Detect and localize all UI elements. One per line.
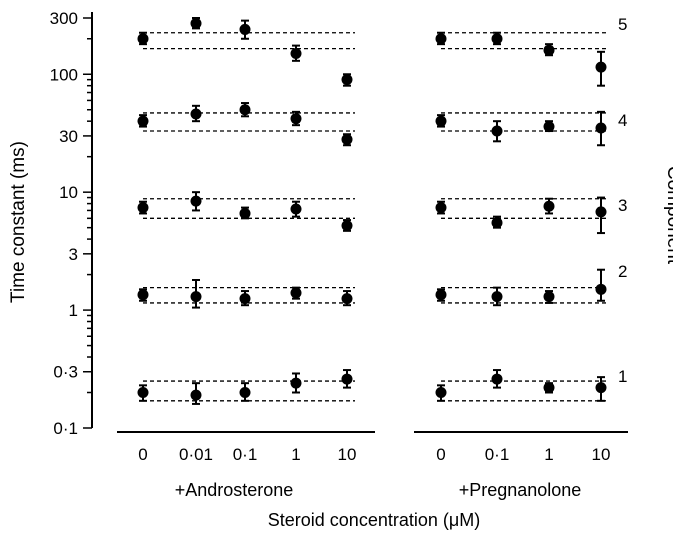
data-point <box>543 44 555 56</box>
y-tick-label: 30 <box>59 127 78 146</box>
y-tick-label: 0·3 <box>53 363 78 382</box>
reference-bands <box>143 32 608 402</box>
data-point <box>595 283 607 295</box>
y-tick-label: 1 <box>69 301 78 320</box>
panel-label-pregnanolone: +Pregnanolone <box>459 480 582 500</box>
data-point <box>491 291 503 303</box>
data-point <box>137 387 149 399</box>
data-point <box>137 289 149 301</box>
data-point <box>190 389 202 401</box>
data-point <box>341 220 353 232</box>
x-tick-label: 1 <box>291 445 300 464</box>
component-axis-title: Component <box>663 166 673 265</box>
data-point <box>595 61 607 73</box>
y-tick-label: 300 <box>50 9 78 28</box>
x-tick-label: 0·1 <box>485 445 510 464</box>
component-label: 2 <box>618 262 627 281</box>
data-point <box>491 217 503 229</box>
x-tick-label: 0 <box>436 445 445 464</box>
data-point <box>491 33 503 45</box>
data-point <box>290 287 302 299</box>
data-point <box>190 108 202 120</box>
data-point <box>435 115 447 127</box>
panel-label-androsterone: +Androsterone <box>175 480 294 500</box>
data-point <box>190 291 202 303</box>
data-point <box>239 387 251 399</box>
y-tick-label: 0·1 <box>53 419 78 438</box>
data-point <box>491 125 503 137</box>
data-point <box>239 293 251 305</box>
x-tick-label: 10 <box>338 445 357 464</box>
axis-labels: Time constant (ms) Steroid concentration… <box>8 141 673 530</box>
x-axis-title: Steroid concentration (μM) <box>268 510 480 530</box>
y-axis-title: Time constant (ms) <box>8 141 29 303</box>
data-point <box>290 113 302 125</box>
component-label: 5 <box>618 15 627 34</box>
data-point <box>491 373 503 385</box>
data-point <box>290 377 302 389</box>
data-point <box>435 289 447 301</box>
data-point <box>341 293 353 305</box>
data-point <box>137 202 149 214</box>
x-tick-label: 0 <box>138 445 147 464</box>
data-point <box>435 387 447 399</box>
data-point <box>190 17 202 29</box>
data-point <box>239 207 251 219</box>
data-point <box>137 115 149 127</box>
y-tick-label: 3 <box>69 245 78 264</box>
data-point <box>239 23 251 35</box>
data-point <box>190 195 202 207</box>
data-point <box>341 373 353 385</box>
data-point <box>290 47 302 59</box>
data-point <box>435 33 447 45</box>
y-tick-label: 10 <box>59 183 78 202</box>
x-tick-label: 0·01 <box>179 445 213 464</box>
data-point <box>595 122 607 134</box>
y-tick-label: 100 <box>50 65 78 84</box>
data-point <box>341 74 353 86</box>
component-label: 3 <box>618 196 627 215</box>
x-tick-label: 0·1 <box>233 445 258 464</box>
component-label: 4 <box>618 111 627 130</box>
data-point <box>239 104 251 116</box>
data-point <box>341 133 353 145</box>
data-point <box>543 200 555 212</box>
data-point <box>543 121 555 133</box>
data-points <box>137 17 607 405</box>
component-label: 1 <box>618 367 627 386</box>
x-tick-label: 1 <box>544 445 553 464</box>
data-point <box>543 382 555 394</box>
data-point <box>290 203 302 215</box>
x-tick-label: 10 <box>592 445 611 464</box>
data-point <box>137 33 149 45</box>
data-point <box>595 382 607 394</box>
data-point <box>435 202 447 214</box>
data-point <box>595 206 607 218</box>
data-point <box>543 291 555 303</box>
